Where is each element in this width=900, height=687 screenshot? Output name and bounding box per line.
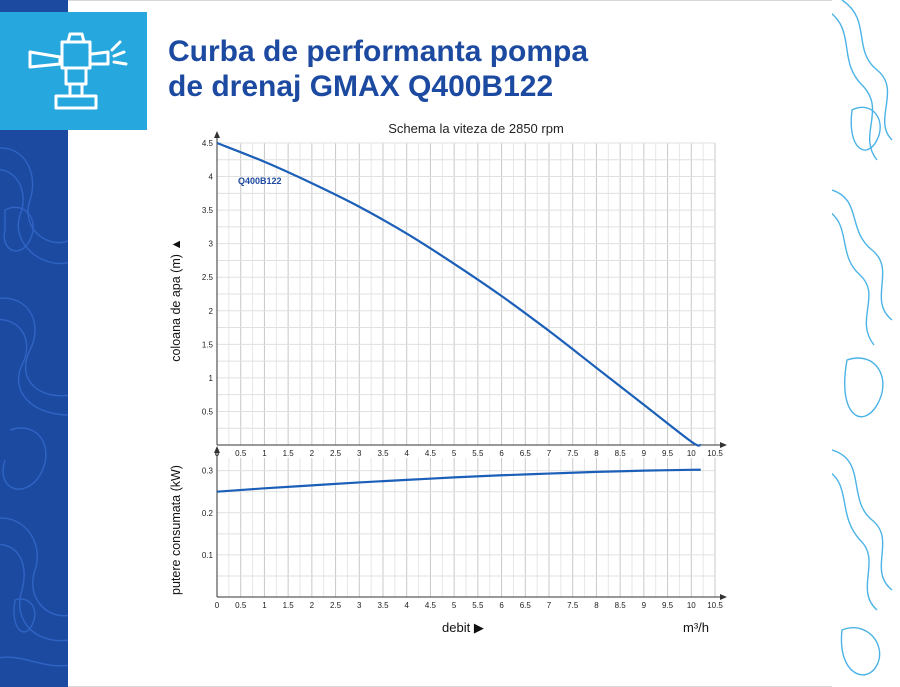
y-tick-label: 4 xyxy=(209,173,214,182)
x-tick-label: 8.5 xyxy=(615,449,627,458)
y-tick-label: 2 xyxy=(209,307,214,316)
series-label-q400b122: Q400B122 xyxy=(238,176,282,186)
y-axis-arrow xyxy=(214,131,220,138)
x-tick-label: 2 xyxy=(310,601,315,610)
page-title: Curba de performanta pompa de drenaj GMA… xyxy=(168,34,728,104)
x-tick-label: 2.5 xyxy=(330,601,342,610)
x-tick-label: 6 xyxy=(499,449,504,458)
title-line-1: Curba de performanta pompa xyxy=(168,35,589,68)
y-tick-label: 0.5 xyxy=(202,407,214,416)
x-tick-label: 3 xyxy=(357,601,362,610)
x-tick-label: 9.5 xyxy=(662,449,674,458)
sprinkler-pump-icon xyxy=(28,32,128,110)
x-tick-label: 3.5 xyxy=(377,601,389,610)
x-tick-label: 1 xyxy=(262,601,267,610)
x-tick-label: 10 xyxy=(687,601,696,610)
x-axis-arrow xyxy=(720,594,727,600)
x-tick-label: 8 xyxy=(594,601,599,610)
chart-title: Schema la viteza de 2850 rpm xyxy=(388,121,564,136)
y-axis-label-head: coloana de apa (m) ▲ xyxy=(169,238,183,362)
x-tick-label: 6.5 xyxy=(520,601,532,610)
x-tick-label: 5 xyxy=(452,601,457,610)
x-tick-label: 7.5 xyxy=(567,601,579,610)
pump-icon-badge xyxy=(0,12,147,130)
topographic-pattern-left xyxy=(0,147,68,667)
x-tick-label: 0.5 xyxy=(235,449,247,458)
x-tick-label: 10.5 xyxy=(707,449,723,458)
x-tick-label: 10.5 xyxy=(707,601,723,610)
x-tick-label: 5.5 xyxy=(472,601,484,610)
y-tick-label: 0.1 xyxy=(202,551,214,560)
right-topographic-band xyxy=(832,0,900,687)
x-tick-label: 4 xyxy=(404,449,409,458)
x-tick-label: 3.5 xyxy=(377,449,389,458)
title-line-2: de drenaj GMAX Q400B122 xyxy=(168,70,554,103)
x-tick-label: 8 xyxy=(594,449,599,458)
x-tick-label: 9 xyxy=(642,449,647,458)
y-tick-label: 2.5 xyxy=(202,273,214,282)
y-tick-label: 1 xyxy=(209,374,214,383)
y-tick-label: 4.5 xyxy=(202,139,214,148)
x-tick-label: 2 xyxy=(310,449,315,458)
x-tick-label: 2.5 xyxy=(330,449,342,458)
x-tick-label: 6 xyxy=(499,601,504,610)
y-tick-label: 0.2 xyxy=(202,509,214,518)
x-tick-label: 4 xyxy=(404,601,409,610)
power-curve xyxy=(216,468,701,493)
y-axis-arrow xyxy=(214,446,220,453)
x-tick-label: 0 xyxy=(215,601,220,610)
y-tick-label: 3.5 xyxy=(202,206,214,215)
topographic-pattern-right xyxy=(832,0,893,676)
x-axis-unit: m³/h xyxy=(683,620,709,635)
x-tick-label: 6.5 xyxy=(520,449,532,458)
x-tick-label: 9.5 xyxy=(662,601,674,610)
x-tick-label: 7 xyxy=(547,601,552,610)
head-curve xyxy=(216,141,702,447)
x-tick-label: 9 xyxy=(642,601,647,610)
y-tick-label: 1.5 xyxy=(202,340,214,349)
x-tick-label: 0.5 xyxy=(235,601,247,610)
x-tick-label: 1.5 xyxy=(283,449,295,458)
x-tick-label: 7.5 xyxy=(567,449,579,458)
x-axis-arrow xyxy=(720,442,727,448)
x-tick-label: 3 xyxy=(357,449,362,458)
x-tick-label: 10 xyxy=(687,449,696,458)
x-tick-label: 8.5 xyxy=(615,601,627,610)
x-tick-label: 5.5 xyxy=(472,449,484,458)
x-tick-label: 1 xyxy=(262,449,267,458)
y-tick-label: 0.3 xyxy=(202,467,214,476)
x-tick-label: 4.5 xyxy=(425,449,437,458)
x-tick-label: 1.5 xyxy=(283,601,295,610)
x-tick-label: 7 xyxy=(547,449,552,458)
x-tick-label: 5 xyxy=(452,449,457,458)
y-tick-label: 3 xyxy=(209,240,214,249)
y-axis-label-power: putere consumata (kW) xyxy=(169,465,183,595)
x-axis-label-debit: debit ▶ xyxy=(442,620,484,635)
x-tick-label: 4.5 xyxy=(425,601,437,610)
